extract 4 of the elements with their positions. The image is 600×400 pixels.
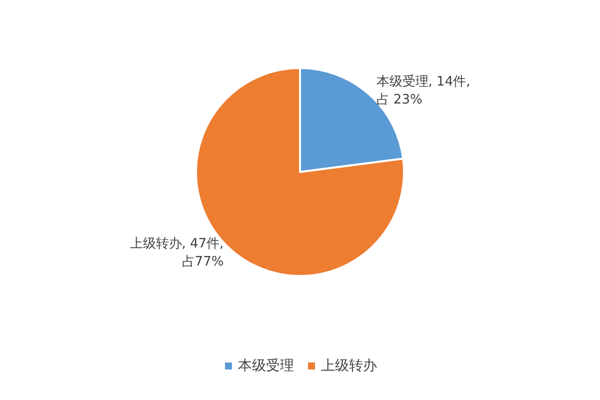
- data-label: 上级转办, 47件,占77%: [130, 236, 224, 270]
- data-label: 本级受理, 14件,占 23%: [376, 74, 470, 108]
- legend-label: 上级转办: [321, 358, 377, 374]
- legend-label: 本级受理: [238, 358, 294, 374]
